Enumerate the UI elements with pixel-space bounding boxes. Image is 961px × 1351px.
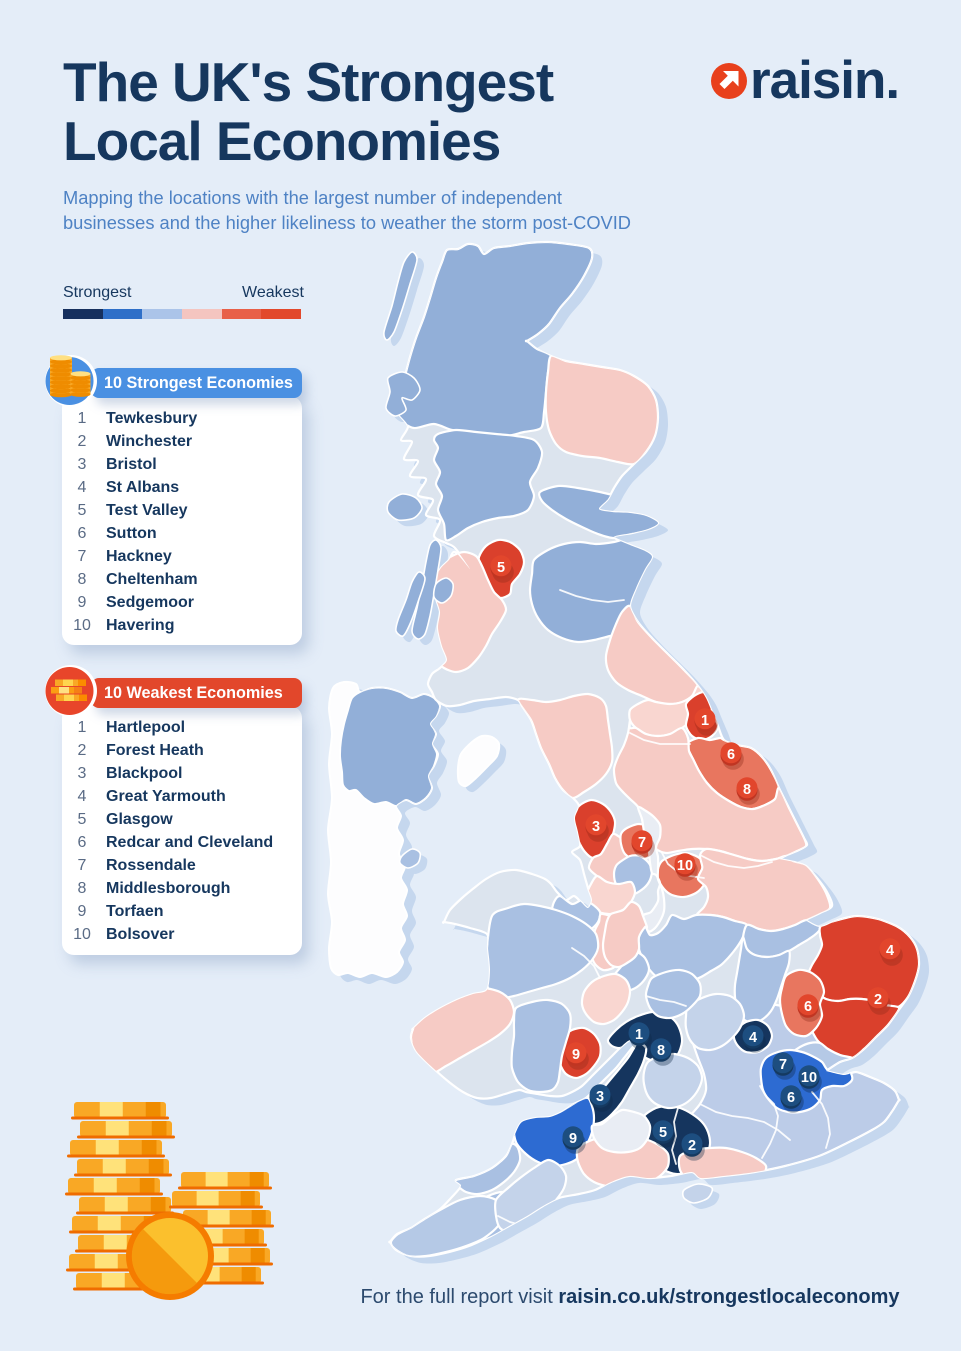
svg-text:raisin.: raisin. [750,58,899,108]
svg-text:2: 2 [688,1138,696,1154]
svg-text:3: 3 [596,1089,604,1105]
svg-text:8: 8 [657,1043,665,1059]
svg-text:8: 8 [743,782,751,798]
svg-text:2: 2 [874,992,882,1008]
svg-text:10: 10 [801,1070,817,1086]
svg-text:3: 3 [592,819,600,835]
svg-text:9: 9 [569,1131,577,1147]
svg-text:1: 1 [701,713,709,729]
svg-text:7: 7 [638,835,646,851]
svg-text:4: 4 [749,1030,757,1046]
svg-text:6: 6 [804,999,812,1015]
svg-text:6: 6 [727,747,735,763]
svg-text:1: 1 [635,1027,643,1043]
svg-text:7: 7 [779,1057,787,1073]
svg-text:5: 5 [497,560,505,576]
svg-text:9: 9 [572,1047,580,1063]
svg-text:10: 10 [677,858,693,874]
svg-text:5: 5 [659,1125,667,1141]
svg-text:6: 6 [787,1090,795,1106]
svg-text:4: 4 [886,943,894,959]
